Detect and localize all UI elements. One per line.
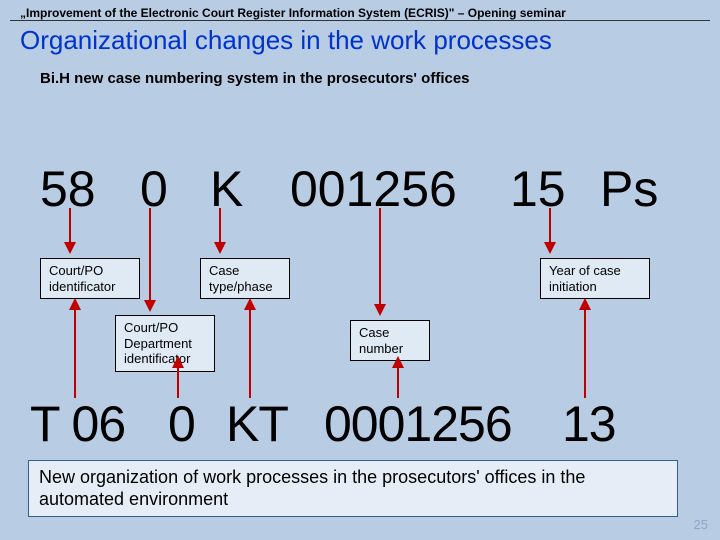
seminar-header: „Improvement of the Electronic Court Reg… xyxy=(10,0,710,21)
page-subtitle: Bi.H new case numbering system in the pr… xyxy=(0,66,720,91)
label-year: Year of case initiation xyxy=(540,258,650,299)
page-title: Organizational changes in the work proce… xyxy=(0,21,720,66)
label-case-type: Case type/phase xyxy=(200,258,290,299)
label-case-number: Case number xyxy=(350,320,430,361)
footer-note: New organization of work processes in th… xyxy=(28,460,678,517)
page-number: 25 xyxy=(694,517,708,532)
code-part: K xyxy=(210,160,270,218)
code-row-bottom: T 06 0 KT 0001256 13 xyxy=(30,395,616,453)
code-row-top: 58 0 K 001256 15 Ps xyxy=(0,150,720,218)
label-court-po: Court/PO identificator xyxy=(40,258,140,299)
code-part: 15 xyxy=(510,160,580,218)
code-part: Ps xyxy=(600,160,658,218)
code-part: KT xyxy=(226,395,306,453)
code-part: 58 xyxy=(40,160,120,218)
label-dept: Court/PO Department identificator xyxy=(115,315,215,372)
code-part: 0 xyxy=(168,395,208,453)
code-part: 0 xyxy=(140,160,190,218)
code-part: 001256 xyxy=(290,160,490,218)
code-part: T 06 xyxy=(30,395,150,453)
code-part: 0001256 xyxy=(324,395,544,453)
code-part: 13 xyxy=(562,395,616,453)
